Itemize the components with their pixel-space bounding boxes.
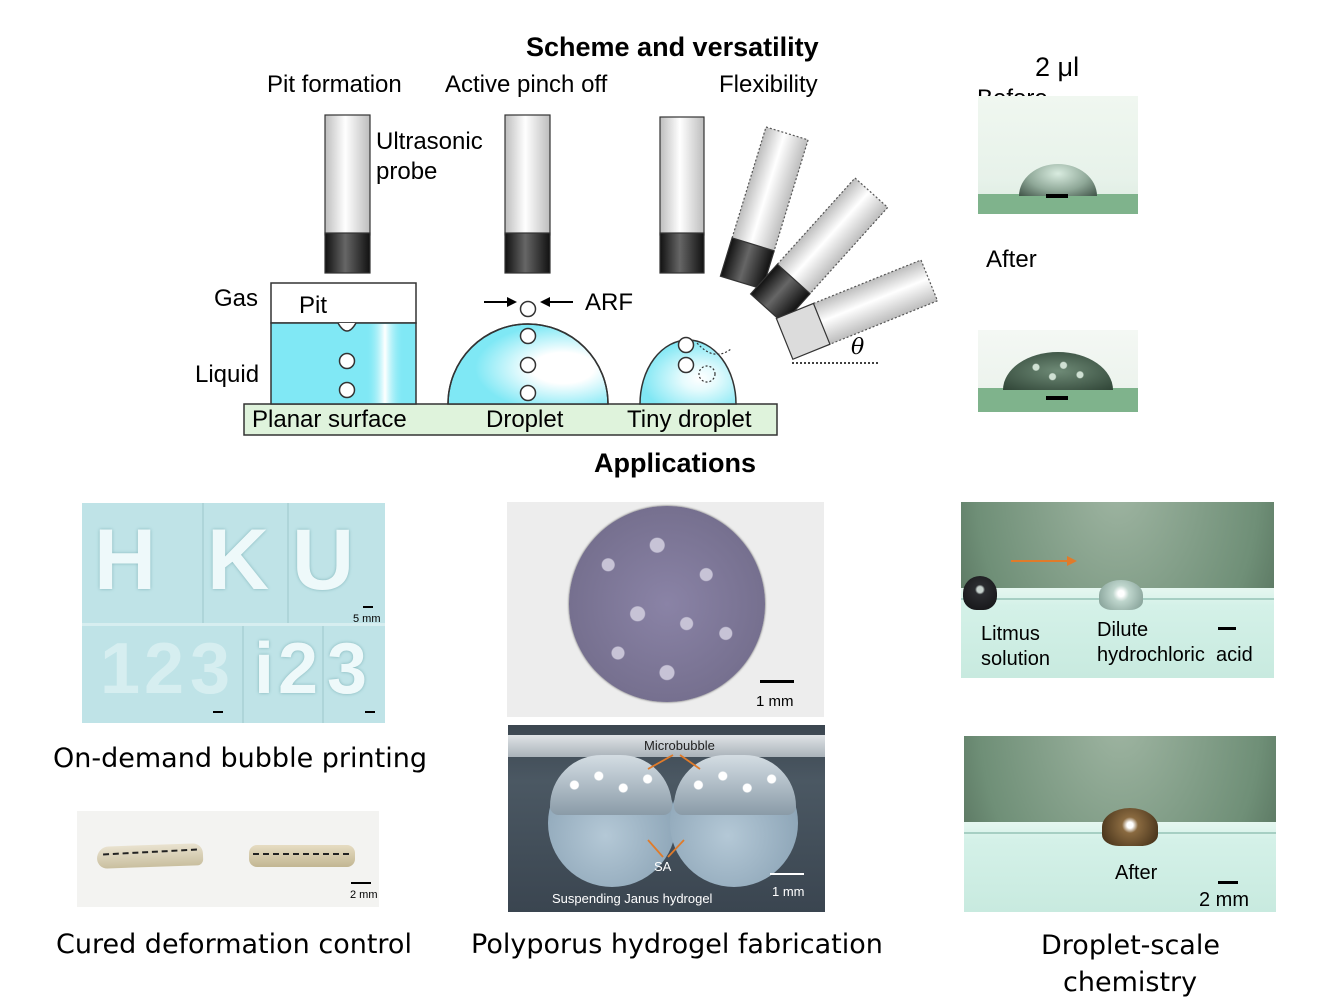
bubble-digit-2: 2	[144, 629, 185, 709]
label-pit-formation: Pit formation	[267, 71, 402, 98]
planar-substrate	[243, 403, 778, 436]
bubble	[519, 384, 537, 402]
tilted-probe-3	[775, 259, 939, 361]
acid-droplet	[1099, 580, 1143, 610]
label-dilute-2: hydrochloric	[1097, 644, 1205, 666]
ultrasonic-probe	[504, 114, 551, 236]
microbubble-cap-left	[550, 755, 672, 815]
label-probe-2: probe	[376, 158, 438, 185]
scale-1mm-top: 1 mm	[756, 693, 794, 710]
bubble-letter-i: i	[254, 629, 275, 709]
caption-bubble-printing: On-demand bubble printing	[53, 743, 427, 774]
scale-5mm: 5 mm	[353, 613, 381, 625]
label-droplet: Droplet	[486, 406, 564, 433]
label-active-pinch-off: Active pinch off	[445, 71, 608, 98]
probe-tip	[324, 232, 371, 274]
litmus-droplet	[963, 576, 997, 610]
tilted-probe-2	[749, 177, 889, 325]
caption-hydrogel: Polyporus hydrogel fabrication	[471, 929, 883, 960]
reacted-droplet	[1102, 808, 1158, 846]
label-volume: 2 μl	[1035, 52, 1080, 82]
caption-chemistry-2: chemistry	[1063, 967, 1198, 998]
bubble-digit-2b: 2	[278, 629, 319, 709]
label-sa: SA	[654, 859, 672, 874]
bubble-letter-k: K	[207, 512, 270, 608]
label-tiny-droplet: Tiny droplet	[627, 406, 752, 433]
porous-disk	[569, 506, 765, 702]
tilted-probe-1	[719, 126, 809, 290]
photo-after	[978, 330, 1138, 412]
photo-hydrogel-janus: Microbubble SA 1 mm Suspending Janus hyd…	[508, 725, 825, 912]
scale-1mm-bottom: 1 mm	[772, 884, 805, 899]
scale-2mm-deformation: 2 mm	[350, 889, 378, 901]
gas-region	[270, 282, 417, 324]
label-dilute-3: acid	[1216, 644, 1253, 666]
label-microbubble: Microbubble	[644, 738, 715, 753]
label-litmus-2: solution	[981, 648, 1050, 670]
scheme-title: Scheme and versatility	[526, 32, 819, 62]
label-gas: Gas	[214, 285, 259, 312]
bubble-digit-1: 1	[100, 629, 141, 709]
photo-chemistry-after: After 2 mm	[964, 736, 1276, 912]
label-planar-surface: Planar surface	[252, 406, 407, 433]
label-flexibility: Flexibility	[719, 71, 818, 98]
photo-bubble-printing: H K U 1 2 3 i 2 3 5 mm	[82, 503, 385, 723]
probe-tip	[659, 232, 705, 274]
photo-deformation: 2 mm	[77, 811, 379, 907]
label-pit: Pit	[299, 292, 328, 319]
label-liquid: Liquid	[195, 361, 260, 388]
bubble	[338, 352, 356, 370]
ultrasonic-probe	[659, 116, 705, 236]
photo-before	[978, 96, 1138, 214]
bubble	[677, 336, 695, 354]
bubble-digit-3: 3	[190, 629, 231, 709]
scheme-diagram	[243, 114, 939, 436]
photo-hydrogel-top: 1 mm	[507, 502, 824, 717]
label-litmus-1: Litmus	[981, 623, 1040, 645]
bubble	[677, 356, 695, 374]
label-probe-1: Ultrasonic	[376, 128, 483, 155]
bubble	[519, 356, 537, 374]
caption-chemistry-1: Droplet-scale	[1041, 930, 1220, 961]
bubble-letter-h: H	[94, 512, 157, 608]
caption-deformation: Cured deformation control	[56, 929, 412, 960]
scale-2mm-chem: 2 mm	[1199, 889, 1249, 911]
label-arf: ARF	[585, 289, 633, 316]
ultrasonic-probe	[324, 114, 371, 236]
label-janus: Suspending Janus hydrogel	[552, 891, 713, 906]
bubble-letter-u: U	[292, 512, 355, 608]
bubble-digit-3b: 3	[327, 629, 368, 709]
label-after: After	[986, 246, 1037, 273]
probe-tip	[504, 232, 551, 274]
label-dilute-1: Dilute	[1097, 619, 1149, 641]
applications-title: Applications	[594, 448, 757, 478]
label-theta: θ	[851, 335, 865, 360]
label-after-chem: After	[1115, 862, 1158, 884]
pit-dimple	[337, 322, 357, 332]
bubble	[338, 381, 356, 399]
bubble	[519, 300, 537, 318]
bubble-dashed	[698, 365, 716, 383]
photo-chemistry-before: Litmus solution Dilute hydrochloric acid	[961, 502, 1274, 678]
bubble	[519, 327, 537, 345]
